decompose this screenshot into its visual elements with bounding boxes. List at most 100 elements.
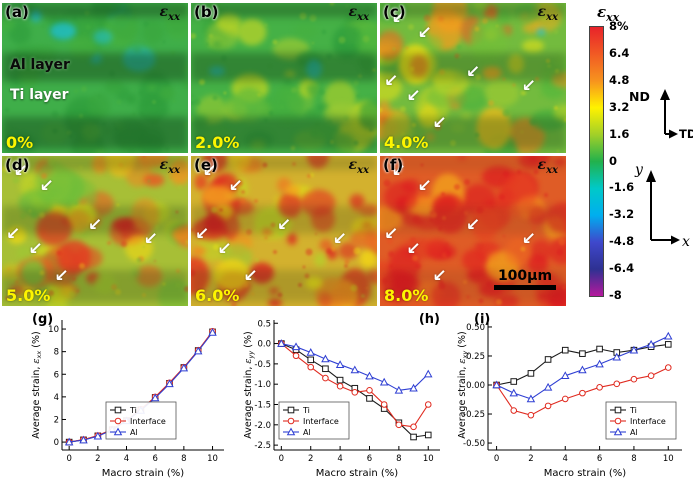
x-tick-label: 8 bbox=[181, 454, 186, 464]
data-marker bbox=[596, 345, 603, 353]
data-marker bbox=[526, 394, 536, 403]
strain-localization-arrow-icon: ↙ bbox=[417, 23, 432, 43]
strain-component-label: εxx bbox=[160, 157, 180, 176]
strain-localization-arrow-icon: ↙ bbox=[87, 215, 103, 235]
y-tick-label: -1.5 bbox=[254, 401, 271, 411]
y-tick-label: 6 bbox=[54, 370, 59, 380]
data-marker bbox=[286, 427, 296, 436]
data-marker bbox=[179, 363, 189, 372]
data-marker bbox=[306, 348, 315, 356]
y-tick-label: -0.25 bbox=[463, 410, 485, 420]
strain-map-panel-d: (d) εxx 5.0% ↙ ↙ ↙ ↙ ↙ ↙ ↙ bbox=[2, 156, 188, 306]
data-marker bbox=[379, 377, 389, 386]
data-marker bbox=[335, 360, 345, 368]
x-tick-label: 0 bbox=[279, 454, 284, 464]
epsilon-subscript: xx bbox=[357, 164, 369, 176]
y-tick-label: -2.5 bbox=[254, 441, 271, 451]
data-marker bbox=[365, 371, 374, 380]
panel-letter: (a) bbox=[5, 3, 29, 21]
colorbar-title: εxx bbox=[597, 3, 619, 24]
legend-label-Al: Al bbox=[630, 428, 638, 437]
data-marker bbox=[664, 364, 672, 371]
data-marker bbox=[544, 402, 552, 410]
scale-bar-line bbox=[494, 285, 556, 290]
chart-average-strain-xy: 0 2 4 6 8 10 0.50 0.25 0.00 -0.25 -0.50 Macro strai… bbox=[452, 308, 690, 480]
strain-localization-arrow-icon: ↙ bbox=[6, 224, 21, 244]
data-marker bbox=[350, 365, 360, 374]
x-tick-label: 2 bbox=[308, 454, 313, 464]
legend-label-Al: Al bbox=[130, 428, 138, 437]
epsilon-subscript: xx bbox=[546, 11, 558, 23]
strain-field-image bbox=[2, 3, 188, 153]
strain-localization-arrow-icon: ↙ bbox=[143, 228, 158, 249]
colorbar-tick-label: 8% bbox=[609, 19, 629, 33]
data-marker bbox=[647, 372, 655, 380]
y-x-axes-icon: y x bbox=[634, 162, 690, 250]
data-marker bbox=[165, 379, 174, 388]
td-axis-label: TD bbox=[679, 127, 693, 141]
y-tick-label: -1.0 bbox=[254, 380, 271, 390]
data-marker bbox=[114, 417, 122, 425]
strain-localization-arrow-icon: ↙ bbox=[195, 224, 210, 244]
y-tick-label: 0.5 bbox=[257, 319, 271, 329]
strain-localization-arrow-icon: ↙ bbox=[432, 266, 447, 286]
epsilon-symbol: ε bbox=[537, 4, 547, 20]
colorbar bbox=[589, 26, 604, 297]
data-marker bbox=[561, 395, 569, 403]
data-marker bbox=[322, 365, 329, 373]
data-marker bbox=[193, 346, 203, 355]
x-tick-label: 10 bbox=[423, 454, 434, 464]
chart-svg: 0 2 4 6 8 10 0 2 4 6 8 10 Macro strain (%) Average st… bbox=[31, 312, 224, 479]
data-marker bbox=[395, 421, 403, 429]
data-marker bbox=[544, 356, 552, 363]
y-tick-label: 4 bbox=[54, 393, 59, 403]
macro-strain-value: 4.0% bbox=[384, 133, 429, 152]
data-marker bbox=[424, 369, 433, 378]
strain-localization-arrow-icon: ↙ bbox=[406, 239, 421, 259]
colorbar-tick-label: -8 bbox=[609, 288, 622, 302]
data-marker bbox=[366, 395, 373, 402]
x-tick-label: 4 bbox=[124, 454, 129, 464]
y-tick-label: 0.00 bbox=[466, 381, 485, 391]
epsilon-symbol: ε bbox=[159, 4, 169, 20]
strain-localization-arrow-icon: ↙ bbox=[54, 266, 69, 286]
data-marker bbox=[595, 359, 604, 368]
data-marker bbox=[543, 382, 553, 391]
data-marker bbox=[409, 383, 418, 392]
strain-localization-arrow-icon: ↙ bbox=[417, 176, 432, 196]
y-axis-title: Average strain, εxx (%) bbox=[31, 331, 43, 438]
y-tick-label: 8 bbox=[54, 348, 59, 358]
panel-letter: (d) bbox=[5, 156, 30, 174]
data-marker bbox=[527, 370, 535, 377]
macro-strain-value: 6.0% bbox=[195, 286, 240, 305]
data-marker bbox=[527, 411, 535, 419]
y-tick-label: 0.25 bbox=[466, 352, 485, 362]
strain-field-image bbox=[380, 3, 566, 153]
y-axis-title: Average strain, εyy (%) bbox=[243, 331, 255, 438]
legend-label-Al: Al bbox=[303, 428, 311, 437]
strain-map-panel-f: (f) εxx 100μm 8.0% ↙ ↙ ↙ ↙ ↙ ↙ ↙ bbox=[380, 156, 566, 306]
data-marker bbox=[64, 437, 74, 446]
data-marker bbox=[79, 435, 88, 444]
y-axis-label: y bbox=[634, 162, 644, 178]
data-marker bbox=[646, 339, 656, 348]
data-marker bbox=[322, 374, 329, 382]
y-axis-title: Average strain, εxy (%) bbox=[457, 331, 469, 438]
epsilon-subscript: xx bbox=[606, 11, 620, 24]
colorbar-tick-label: 6.4 bbox=[609, 45, 630, 60]
data-marker bbox=[578, 365, 587, 374]
legend-label-Ti: Ti bbox=[129, 406, 137, 415]
data-marker bbox=[424, 431, 432, 439]
legend-label-Interface: Interface bbox=[130, 417, 166, 426]
strain-localization-arrow-icon: ↙ bbox=[465, 62, 481, 82]
y-tick-label: 10 bbox=[48, 325, 59, 335]
data-marker bbox=[614, 417, 622, 425]
scale-bar: 100μm bbox=[494, 269, 556, 290]
data-marker bbox=[291, 342, 301, 351]
nd-axis-label: ND bbox=[629, 89, 650, 104]
strain-localization-arrow-icon: ↙ bbox=[391, 8, 406, 28]
data-marker bbox=[510, 378, 518, 385]
x-tick-label: 10 bbox=[663, 454, 674, 464]
panel-letter: (f) bbox=[383, 156, 404, 174]
strain-localization-arrow-icon: ↙ bbox=[521, 75, 536, 96]
